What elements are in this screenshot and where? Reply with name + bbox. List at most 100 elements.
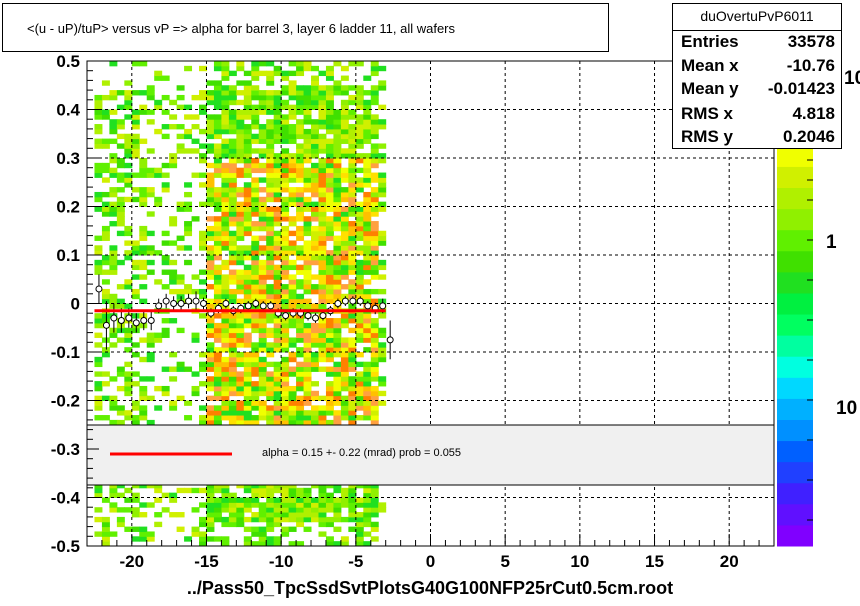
heatmap-cell [296, 318, 305, 324]
heatmap-cell [333, 114, 342, 120]
heatmap-cell [101, 138, 110, 144]
heatmap-cell [363, 347, 372, 353]
heatmap-cell [191, 507, 200, 513]
heatmap-cell [370, 240, 379, 246]
heatmap-cell [243, 109, 252, 115]
heatmap-cell [370, 65, 379, 72]
heatmap-cell [169, 366, 178, 372]
heatmap-cell [348, 191, 357, 198]
heatmap-cell [221, 187, 230, 193]
heatmap-cell [131, 245, 140, 251]
heatmap-cell [325, 250, 334, 256]
heatmap-cell [213, 255, 222, 261]
heatmap-cell [273, 196, 282, 203]
heatmap-cell [251, 371, 260, 377]
heatmap-cell [228, 327, 237, 334]
heatmap-cell [296, 230, 305, 237]
heatmap-cell [109, 400, 118, 406]
heatmap-cell [363, 410, 372, 416]
heatmap-cell [333, 410, 342, 416]
heatmap-cell [333, 235, 342, 241]
heatmap-cell [325, 201, 334, 207]
heatmap-cell [116, 158, 125, 164]
heatmap-cell [131, 133, 140, 140]
heatmap-cell [303, 507, 312, 513]
heatmap-cell [184, 221, 193, 227]
heatmap-cell [266, 177, 275, 183]
heatmap-cell [266, 196, 275, 203]
heatmap-cell [221, 114, 230, 120]
heatmap-cell [243, 196, 252, 203]
heatmap-cell [348, 390, 357, 397]
heatmap-cell [258, 371, 267, 377]
heatmap-cell [303, 303, 312, 309]
heatmap-cell [206, 536, 215, 542]
heatmap-cell [363, 415, 372, 421]
heatmap-cell [161, 240, 170, 246]
heatmap-cell [340, 240, 349, 246]
heatmap-cell [221, 318, 230, 324]
heatmap-cell [206, 318, 215, 324]
heatmap-cell [348, 196, 357, 203]
heatmap-cell [221, 245, 230, 251]
heatmap-cell [258, 94, 267, 101]
heatmap-cell [101, 269, 110, 275]
heatmap-cell [333, 415, 342, 421]
heatmap-cell [318, 415, 327, 421]
heatmap-cell [325, 153, 334, 159]
heatmap-cell [370, 221, 379, 227]
heatmap-cell [221, 201, 230, 207]
heatmap-cell [243, 245, 252, 251]
heatmap-cell [101, 211, 110, 217]
heatmap-cell [258, 128, 267, 135]
heatmap-cell [340, 90, 349, 96]
heatmap-cell [221, 177, 230, 183]
heatmap-cell [124, 230, 133, 237]
heatmap-cell [236, 114, 245, 120]
heatmap-cell [243, 322, 252, 329]
heatmap-cell [206, 162, 215, 169]
heatmap-cell [206, 255, 215, 261]
heatmap-cell [348, 240, 357, 246]
heatmap-cell [146, 536, 155, 542]
heatmap-cell [124, 177, 133, 183]
heatmap-cell [94, 162, 103, 169]
heatmap-cell [340, 167, 349, 174]
heatmap-cell [363, 191, 372, 198]
heatmap-cell [101, 162, 110, 169]
heatmap-cell [363, 293, 372, 300]
heatmap-cell [206, 225, 215, 232]
heatmap-cell [266, 99, 275, 106]
heatmap-cell [288, 487, 297, 494]
heatmap-cell [221, 327, 230, 334]
heatmap-cell [139, 245, 148, 251]
heatmap-cell [169, 216, 178, 222]
heatmap-cell [251, 419, 260, 426]
heatmap-cell [243, 206, 252, 212]
heatmap-cell [146, 90, 155, 96]
heatmap-cell [213, 172, 222, 178]
heatmap-cell [318, 196, 327, 203]
heatmap-cell [101, 191, 110, 198]
heatmap-cell [206, 405, 215, 411]
heatmap-cell [273, 206, 282, 212]
heatmap-cell [228, 400, 237, 406]
heatmap-cell [258, 284, 267, 290]
heatmap-cell [288, 400, 297, 406]
heatmap-cell [221, 85, 230, 91]
heatmap-cell [236, 284, 245, 290]
heatmap-cell [363, 264, 372, 271]
heatmap-cell [288, 250, 297, 256]
heatmap-cell [348, 288, 357, 295]
heatmap-cell [370, 366, 379, 372]
heatmap-cell [333, 80, 342, 86]
heatmap-cell [363, 492, 372, 498]
heatmap-cell [363, 332, 372, 338]
heatmap-cell [355, 536, 364, 542]
heatmap-cell [340, 172, 349, 178]
heatmap-cell [266, 80, 275, 86]
heatmap-cell [258, 541, 267, 547]
heatmap-cell [213, 356, 222, 363]
heatmap-cell [370, 206, 379, 212]
heatmap-cell [243, 143, 252, 149]
